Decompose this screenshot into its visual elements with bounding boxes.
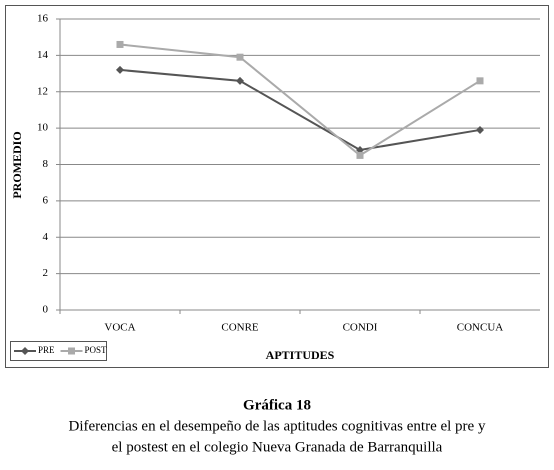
- x-tick-label: VOCA: [104, 322, 135, 334]
- marker: [116, 40, 124, 48]
- y-tick-label: 8: [43, 158, 49, 170]
- caption-line: Diferencias en el desempeño de las aptit…: [69, 418, 486, 434]
- marker: [356, 151, 364, 159]
- marker: [68, 347, 76, 355]
- x-tick-label: CONDI: [343, 322, 378, 334]
- y-axis-title: PROMEDIO: [10, 131, 24, 198]
- marker: [21, 347, 29, 355]
- x-tick-label: CONRE: [221, 322, 259, 334]
- series-line: [119, 43, 481, 157]
- marker: [116, 65, 124, 74]
- y-tick-label: 16: [37, 13, 49, 25]
- marker: [476, 125, 484, 134]
- series-line: [119, 68, 481, 151]
- y-tick-label: 6: [43, 194, 49, 206]
- y-tick-label: 4: [43, 231, 49, 243]
- x-tick-label: CONCUA: [457, 322, 504, 334]
- legend-label: POST: [85, 345, 108, 355]
- x-axis-title: APTITUDES: [266, 348, 335, 362]
- y-tick-label: 2: [43, 267, 49, 279]
- marker: [236, 53, 244, 61]
- y-tick-label: 14: [37, 49, 49, 61]
- y-tick-label: 10: [37, 122, 49, 134]
- legend-box: [10, 341, 107, 361]
- caption-line: el postest en el colegio Nueva Granada d…: [112, 439, 443, 455]
- caption-title: Gráfica 18: [243, 397, 311, 413]
- marker: [236, 76, 244, 85]
- y-tick-label: 0: [43, 304, 49, 316]
- legend-label: PRE: [38, 345, 55, 355]
- y-tick-label: 12: [37, 85, 48, 97]
- marker: [476, 77, 484, 85]
- chart-frame: [5, 5, 549, 368]
